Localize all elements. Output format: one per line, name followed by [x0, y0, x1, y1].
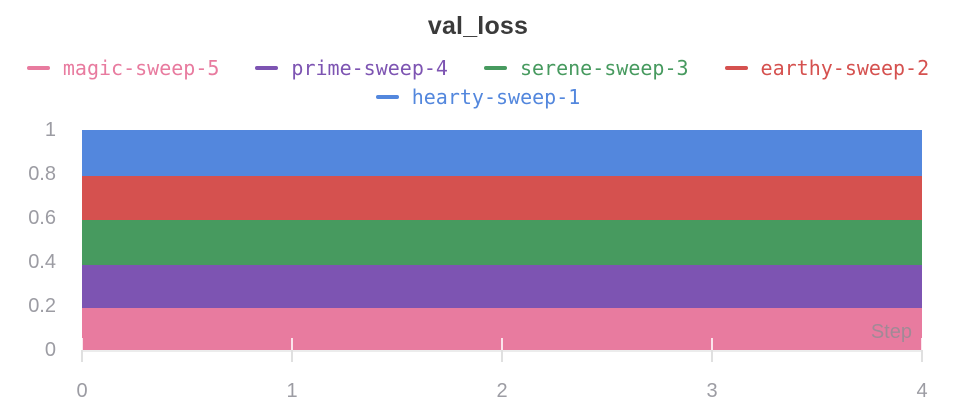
- y-axis-labels: 0 0.2 0.4 0.6 0.8 1: [0, 119, 56, 361]
- x-tick-label: 2: [496, 380, 508, 402]
- legend-item-earthy-sweep-2[interactable]: earthy-sweep-2: [724, 56, 930, 80]
- x-tick-label: 0: [76, 380, 88, 402]
- x-tick-label: 3: [706, 380, 718, 402]
- legend-swatch: [255, 66, 279, 70]
- x-tick-mark: [921, 350, 923, 362]
- x-tick-mark: [291, 350, 293, 362]
- legend-item-magic-sweep-5[interactable]: magic-sweep-5: [26, 56, 220, 80]
- legend-label: hearty-sweep-1: [411, 85, 581, 109]
- y-tick-label: 1: [44, 119, 56, 141]
- x-tick-label: 1: [286, 380, 298, 402]
- legend-label: magic-sweep-5: [62, 56, 220, 80]
- x-tick-mark: [711, 350, 713, 362]
- legend-item-prime-sweep-4[interactable]: prime-sweep-4: [255, 56, 448, 80]
- legend-label: serene-sweep-3: [519, 56, 689, 80]
- legend: magic-sweep-5 prime-sweep-4 serene-sweep-3…: [0, 56, 956, 109]
- x-tick-mark: [81, 350, 83, 362]
- legend-item-hearty-sweep-1[interactable]: hearty-sweep-1: [375, 85, 581, 109]
- series-band-magic-sweep-5: [82, 308, 922, 350]
- x-axis-tick-marks: [81, 350, 923, 362]
- legend-label: prime-sweep-4: [291, 56, 448, 80]
- legend-swatch: [724, 66, 748, 70]
- step-axis-label: Step: [870, 321, 912, 343]
- y-tick-label: 0.6: [28, 207, 56, 229]
- y-tick-label: 0.2: [28, 295, 56, 317]
- x-axis-labels: 0 1 2 3 4: [76, 379, 927, 405]
- legend-swatch: [483, 66, 507, 70]
- legend-swatch: [26, 66, 50, 70]
- y-tick-label: 0.8: [28, 163, 56, 185]
- legend-label: earthy-sweep-2: [760, 56, 930, 80]
- chart-title: val_loss: [427, 12, 529, 40]
- plot-area[interactable]: Step: [81, 130, 923, 351]
- y-tick-label: 0.4: [28, 251, 56, 273]
- legend-item-serene-sweep-3[interactable]: serene-sweep-3: [483, 56, 689, 80]
- series-bands: [82, 130, 922, 350]
- x-tick-label: 4: [916, 380, 928, 402]
- y-tick-label: 0: [44, 339, 56, 361]
- x-tick-mark: [501, 350, 503, 362]
- legend-swatch: [375, 95, 399, 99]
